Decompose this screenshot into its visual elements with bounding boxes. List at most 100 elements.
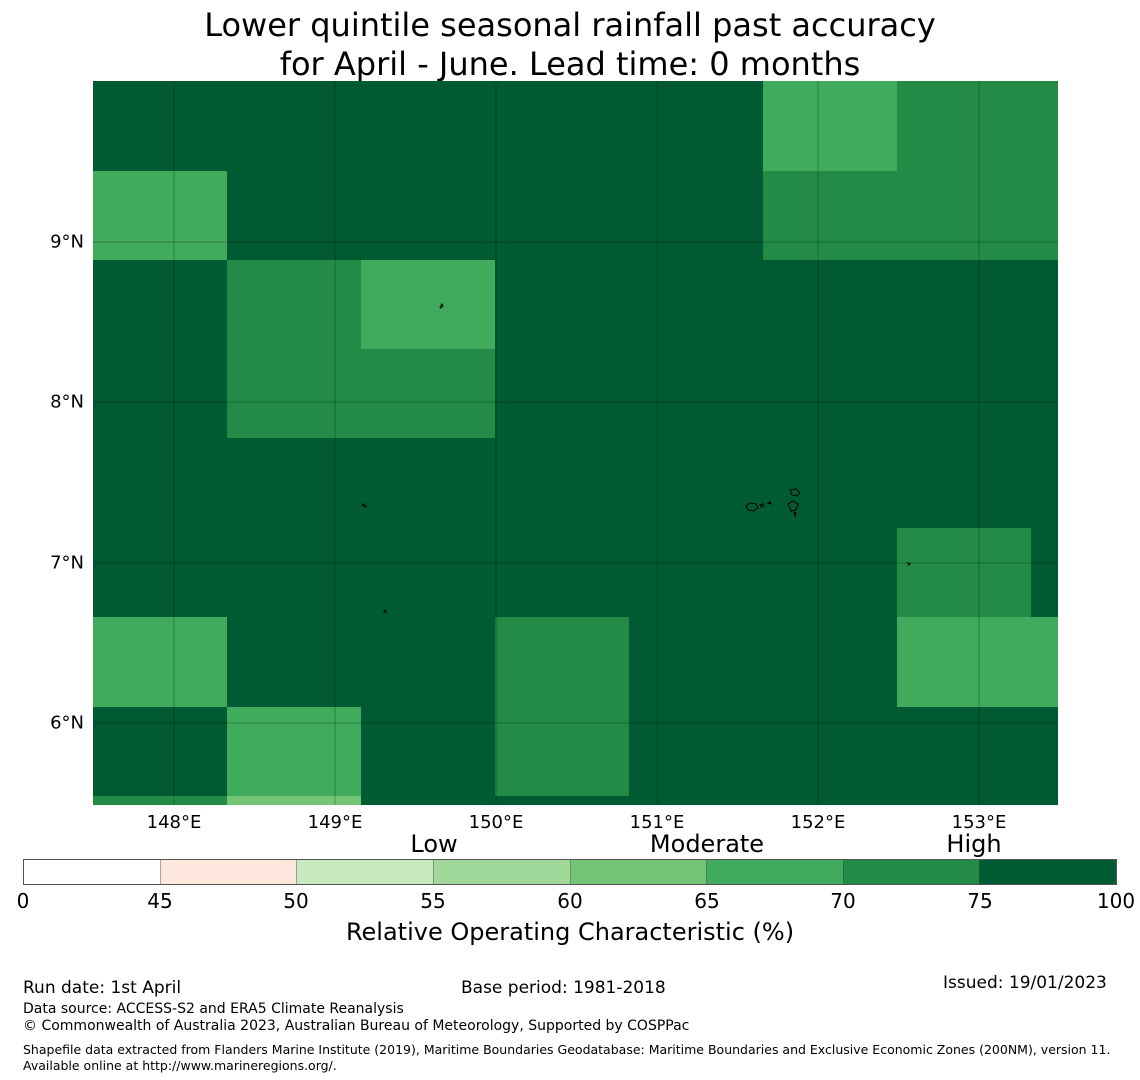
map-cell [629,81,763,171]
map-cell [763,260,897,349]
map-cell [897,171,1031,260]
map-cell [495,528,629,617]
map-cell [227,438,361,528]
map-cell [361,171,495,260]
map-cell [629,438,763,528]
map-cell [763,81,897,171]
lat-label: 6°N [50,712,84,734]
map-cell [629,349,763,438]
lon-label: 153°E [951,812,1007,833]
colorbar-tick: 50 [283,889,309,913]
island-outline [745,502,759,512]
map-cell [361,438,495,528]
island-outline [439,303,444,309]
map-cell [495,707,629,796]
colorbar-segment [297,860,434,884]
map-cell [495,617,629,707]
lon-label: 148°E [146,812,202,833]
map-cell [93,617,227,707]
map-cell [361,617,495,707]
copyright: © Commonwealth of Australia 2023, Austra… [23,1018,690,1034]
lon-label: 149°E [307,812,363,833]
map-cell [361,349,495,438]
island-outline [787,500,799,512]
map-cell [361,528,495,617]
map-cell [629,796,763,805]
map-cell [763,349,897,438]
colorbar-tick: 0 [16,889,30,913]
issued-date: Issued: 19/01/2023 [943,973,1107,993]
map-cell [629,171,763,260]
shapefile-credit: Shapefile data extracted from Flanders M… [23,1042,1111,1073]
map-cell [629,617,763,707]
map-cell [227,171,361,260]
island-outline [361,503,367,508]
map-cell [93,349,227,438]
map-cell [227,260,361,349]
colorbar-segment [843,860,981,884]
colorbar-tick: 75 [967,889,993,913]
map-cell [93,707,227,796]
map-cell [897,528,1031,617]
map-cell [227,349,361,438]
data-source: Data source: ACCESS-S2 and ERA5 Climate … [23,1001,404,1017]
map-cell [1031,796,1058,805]
category-low: Low [410,830,458,858]
map-cell [495,438,629,528]
category-high: High [946,830,1002,858]
map-cell [1031,260,1058,349]
map-cell [93,438,227,528]
lon-label: 150°E [468,812,524,833]
map-cell [897,707,1031,796]
colorbar-segment [707,860,844,884]
colorbar-segment [160,860,298,884]
lat-label: 8°N [50,391,84,413]
map-cell [495,171,629,260]
island-outline [793,511,797,518]
map-cell [361,707,495,796]
map-cell [93,796,227,805]
island-outline [766,501,772,505]
island-outline [383,608,387,613]
chart-title-line2: for April - June. Lead time: 0 months [279,45,861,83]
colorbar-tick: 70 [830,889,856,913]
map-cell [763,438,897,528]
map-cell [1031,171,1058,260]
lon-label: 152°E [790,812,846,833]
lon-label: 151°E [629,812,685,833]
base-period: Base period: 1981-2018 [461,978,666,998]
map-cell [227,81,361,171]
map-cell [495,796,629,805]
colorbar-segment [433,860,571,884]
colorbar-label: Relative Operating Characteristic (%) [345,918,795,946]
map-cell [629,260,763,349]
map-cell [763,617,897,707]
map-cell [897,260,1031,349]
map-cell [1031,617,1058,707]
map-cell [763,707,897,796]
colorbar-tick: 55 [420,889,446,913]
map-cell [93,528,227,617]
colorbar-segment [24,860,161,884]
map-cell [227,528,361,617]
map-cell [897,349,1031,438]
map-cell [227,617,361,707]
map-cell [227,796,361,805]
map-cell [629,707,763,796]
colorbar-tick: 60 [557,889,583,913]
map-cell [763,528,897,617]
colorbar-tick: 65 [694,889,720,913]
map-cell [763,171,897,260]
map-cell [1031,438,1058,528]
map-cell [629,528,763,617]
colorbar [23,859,1117,885]
map-cell [93,260,227,349]
colorbar-tick: 100 [1096,889,1136,913]
island-outline [789,488,801,497]
colorbar-segment [570,860,708,884]
run-date: Run date: 1st April [23,978,182,998]
map-cell [495,349,629,438]
map-cell [495,260,629,349]
island-outline [906,561,911,566]
map-cell [897,438,1031,528]
